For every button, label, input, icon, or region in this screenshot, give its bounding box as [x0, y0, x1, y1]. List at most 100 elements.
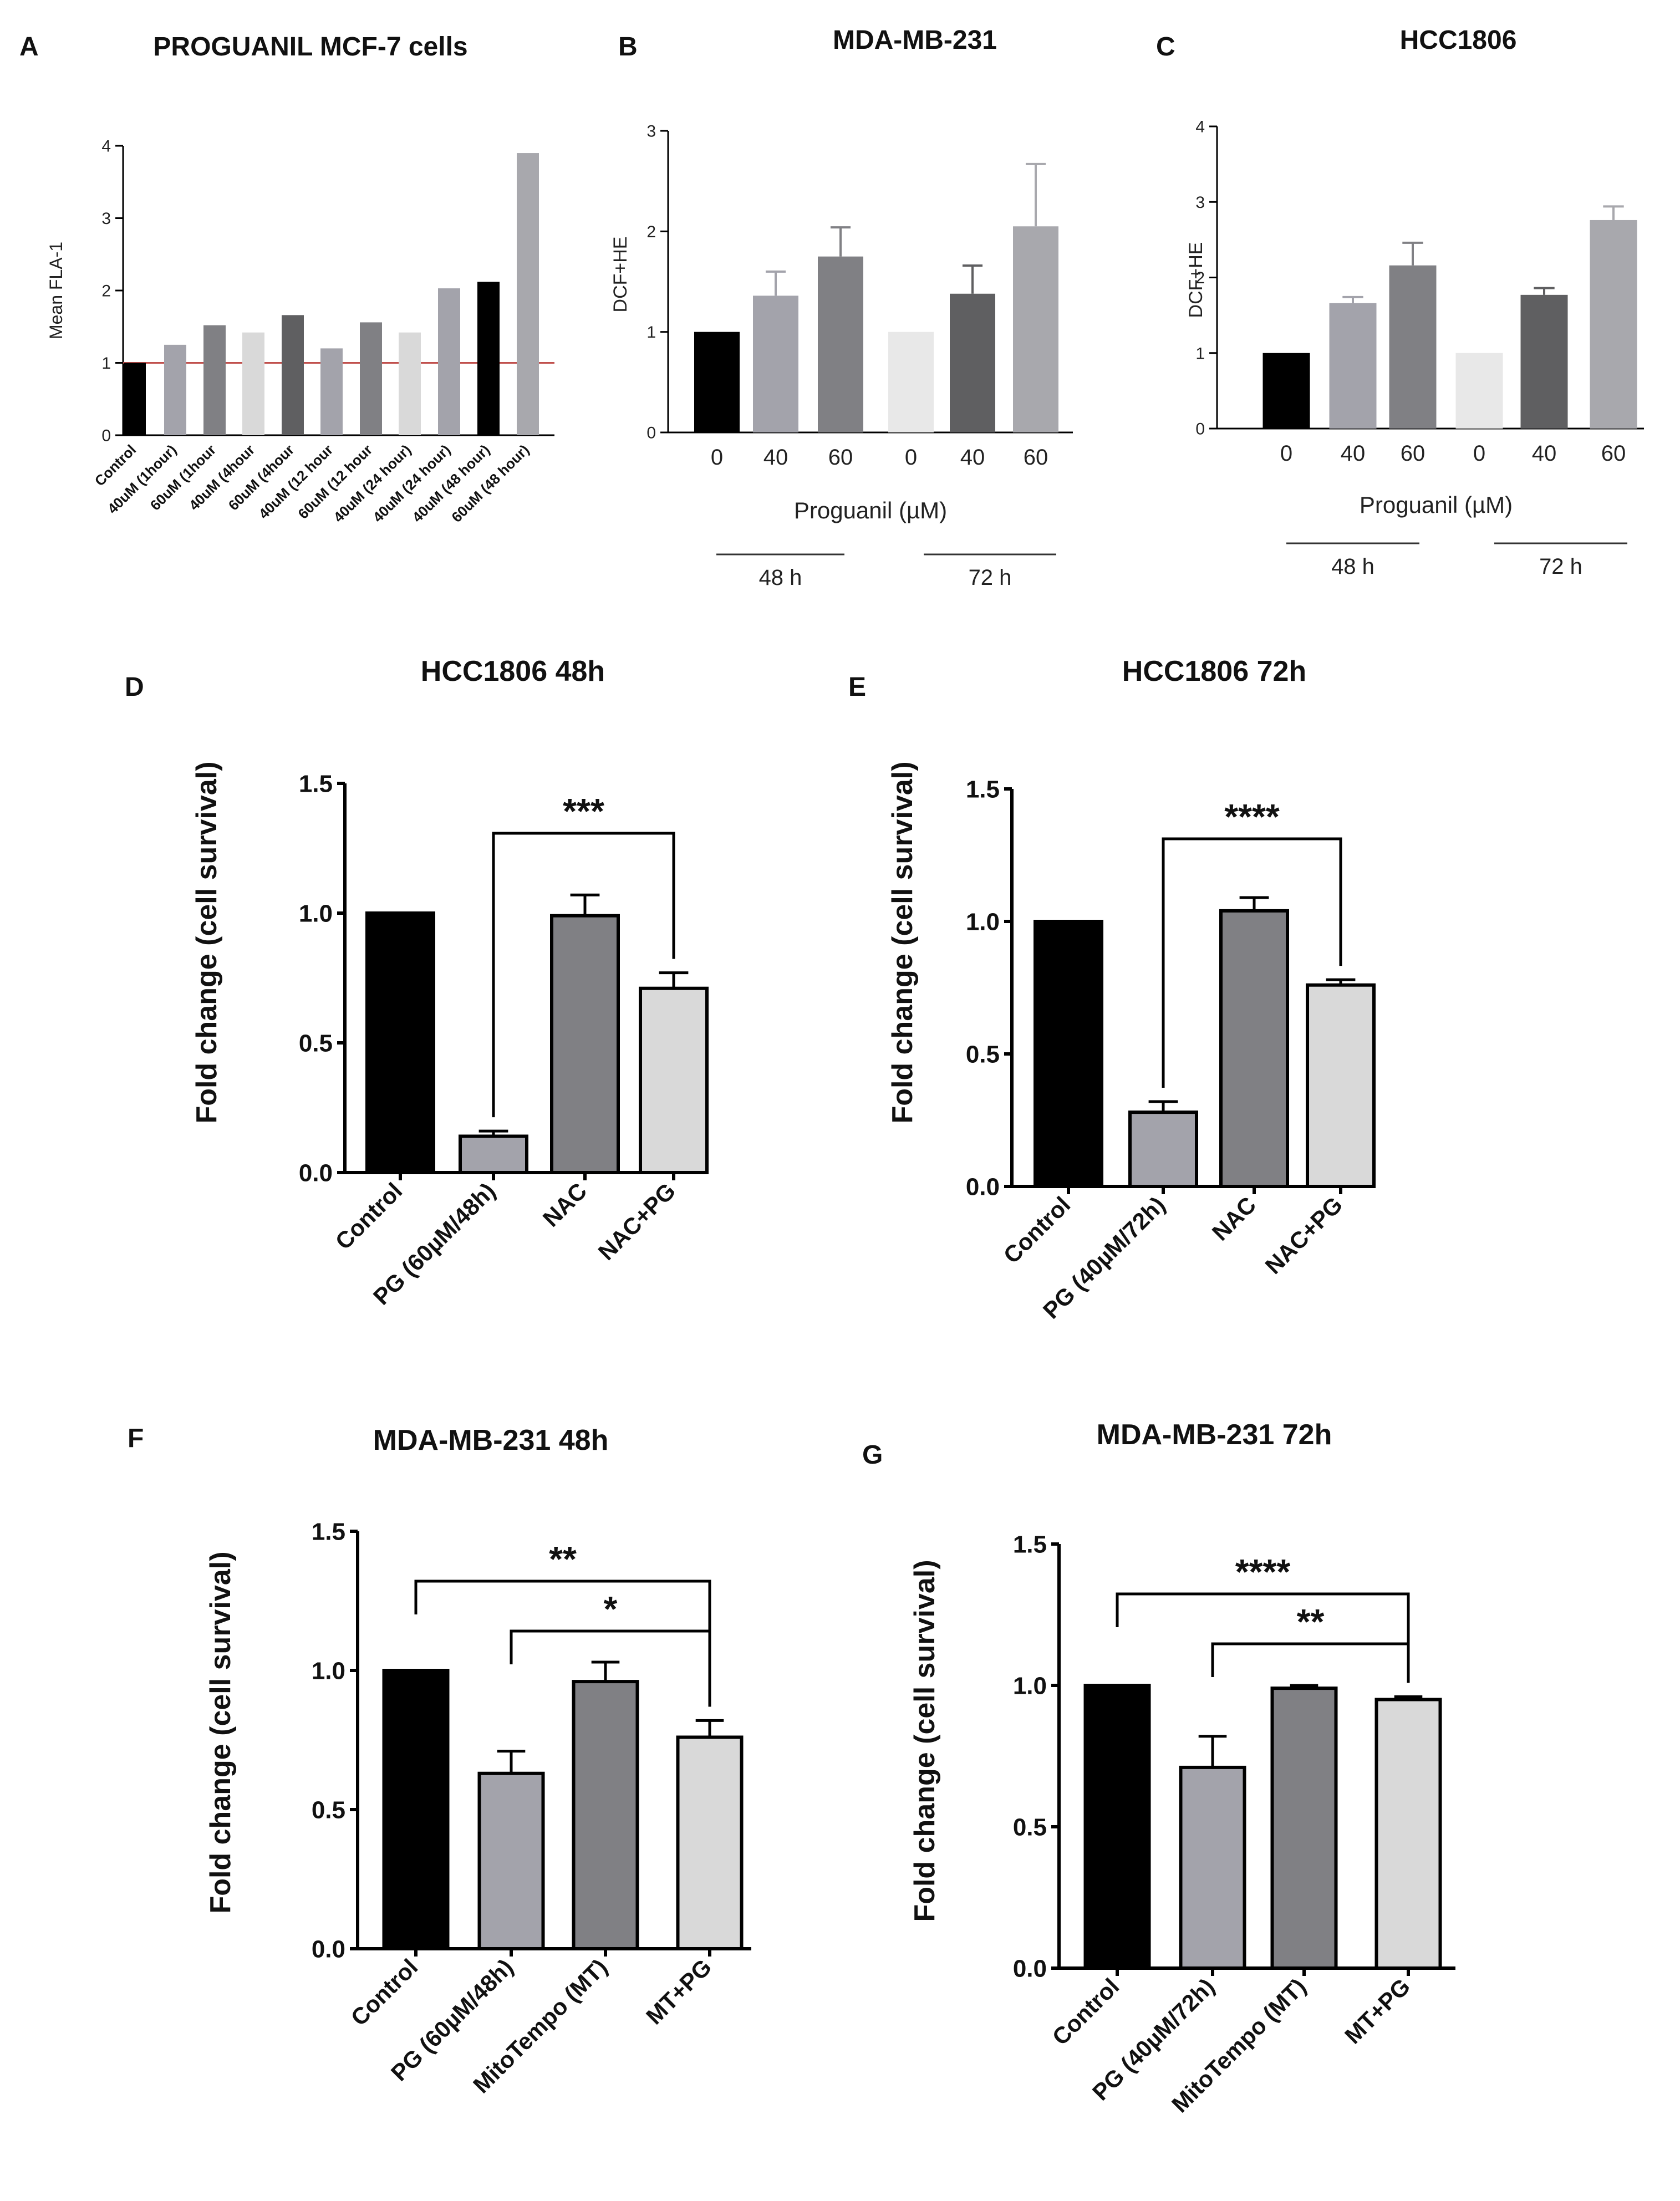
y-axis-label: Fold change (cell survival) — [887, 761, 919, 1123]
bar — [1179, 1765, 1246, 1970]
y-tick-label: 1 — [646, 323, 656, 342]
chart-title: HCC1806 48h — [421, 655, 605, 687]
significance-bracket — [1162, 837, 1342, 1088]
bar — [1306, 983, 1376, 1188]
bar — [1013, 226, 1058, 432]
bar — [365, 911, 435, 1174]
chart-panel-g: G MDA-MB-231 72h Fold change (cell surviva… — [862, 1419, 1455, 2117]
x-axis-label: Proguanil (µM) — [794, 497, 947, 523]
bar — [676, 1735, 744, 1950]
significance-label: **** — [1235, 1552, 1291, 1592]
chart-title: HCC1806 — [1400, 26, 1517, 55]
significance-bracket — [1211, 1642, 1410, 1683]
y-axis-label: DCF+HE — [1185, 242, 1206, 318]
bar — [694, 332, 740, 432]
panel-label: F — [128, 1424, 144, 1453]
panel-label: D — [125, 672, 144, 702]
y-tick-label: 2 — [646, 223, 656, 241]
y-tick-label: 1.5 — [299, 770, 333, 797]
group-label: 48 h — [759, 565, 802, 590]
category-label: 60 — [1401, 441, 1426, 466]
y-tick-label: 3 — [101, 210, 111, 228]
bar — [753, 295, 798, 432]
y-tick-label: 1 — [101, 354, 111, 373]
bar — [1329, 303, 1377, 429]
significance-label: ** — [549, 1539, 577, 1579]
significance-bracket — [1116, 1592, 1410, 1683]
y-tick-label: 1 — [1195, 344, 1205, 363]
bar — [517, 153, 539, 435]
y-tick-label: 2 — [1195, 269, 1205, 287]
category-label: 40uM (1hour) — [104, 441, 180, 517]
y-tick-label: 0.0 — [966, 1173, 1000, 1200]
panel-label: A — [19, 32, 39, 62]
bar — [124, 363, 146, 435]
chart-title: MDA-MB-231 — [833, 26, 997, 55]
bar — [459, 1134, 528, 1174]
y-tick-label: 2 — [101, 282, 111, 300]
bar — [1034, 920, 1103, 1188]
y-tick-label: 1.5 — [1013, 1531, 1047, 1558]
chart-panel-f: F MDA-MB-231 48h Fold change (cell surviva… — [128, 1424, 751, 2098]
significance-bracket — [414, 1580, 711, 1707]
panel-label: C — [1156, 32, 1175, 62]
category-label: 40 — [763, 445, 788, 470]
category-label: 60 — [828, 445, 853, 470]
chart-title: HCC1806 72h — [1122, 655, 1306, 687]
bar — [1374, 1698, 1442, 1970]
y-tick-label: 1.0 — [312, 1657, 345, 1684]
category-label: 60 — [1024, 445, 1048, 470]
bar — [477, 1771, 545, 1950]
bar — [1389, 265, 1437, 429]
y-tick-label: 0.0 — [299, 1159, 333, 1186]
significance-label: *** — [563, 791, 604, 831]
chart-title: PROGUANIL MCF-7 cells — [153, 32, 467, 62]
category-label: NAC+PG — [593, 1178, 681, 1265]
bar — [382, 1669, 450, 1950]
group-label: 72 h — [969, 565, 1012, 590]
x-axis-label: Proguanil (µM) — [1360, 492, 1513, 518]
y-tick-label: 0.0 — [1013, 1955, 1047, 1982]
bar — [1083, 1684, 1151, 1970]
category-label: Control — [1047, 1973, 1124, 2050]
bar — [477, 282, 500, 435]
bar — [164, 344, 186, 435]
chart-panel-b: B MDA-MB-231 DCF+HE 0 1 2 3 0 40 60 0 40 60 Proguanil… — [610, 26, 1073, 590]
y-tick-label: 1.5 — [312, 1518, 345, 1545]
bar — [639, 986, 709, 1174]
significance-label: ** — [1297, 1602, 1325, 1642]
y-tick-label: 1.5 — [966, 776, 1000, 803]
y-tick-label: 0 — [1195, 420, 1205, 439]
y-tick-label: 0.5 — [966, 1041, 1000, 1068]
bar — [550, 914, 620, 1175]
significance-bracket — [492, 832, 675, 1118]
bar — [818, 256, 863, 432]
bar — [1128, 1110, 1198, 1189]
category-label: 0 — [711, 445, 723, 470]
chart-title: MDA-MB-231 72h — [1097, 1419, 1332, 1451]
bar — [572, 1680, 639, 1951]
bar — [1219, 909, 1289, 1188]
y-tick-label: 0.5 — [1013, 1813, 1047, 1841]
bar — [1520, 294, 1568, 429]
category-label: Control — [330, 1178, 408, 1255]
panel-label: B — [618, 32, 638, 62]
y-axis-label: Fold change (cell survival) — [205, 1551, 237, 1913]
significance-label: * — [604, 1589, 618, 1629]
category-label: 40 — [1532, 441, 1557, 466]
category-label: MT+PG — [1340, 1973, 1415, 2049]
bar — [1590, 220, 1637, 429]
significance-label: **** — [1224, 797, 1280, 837]
category-label: 0 — [1473, 441, 1485, 466]
chart-title: MDA-MB-231 48h — [373, 1424, 609, 1456]
category-label: NAC — [538, 1178, 592, 1232]
category-label: 0 — [905, 445, 917, 470]
bar — [399, 332, 421, 435]
panel-label: E — [848, 672, 866, 702]
y-tick-label: 3 — [1195, 193, 1205, 212]
y-tick-label: 0.0 — [312, 1935, 345, 1963]
y-tick-label: 0.5 — [299, 1030, 333, 1057]
